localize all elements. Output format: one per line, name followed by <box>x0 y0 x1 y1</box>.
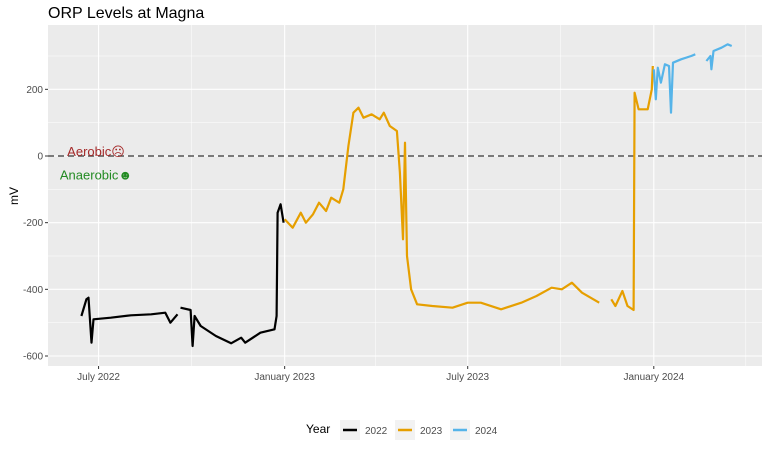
series-line-2022 <box>80 203 285 348</box>
x-tick-label: July 2023 <box>446 372 489 383</box>
x-tick-label: January 2023 <box>254 372 315 383</box>
annotation-aerobic: Aerobic☹ <box>67 144 125 159</box>
y-tick-label: -400 <box>23 285 43 296</box>
x-tick-label: January 2024 <box>623 372 684 383</box>
x-tick-label: July 2022 <box>77 372 120 383</box>
y-tick-label: -600 <box>23 352 43 363</box>
legend-label: 2024 <box>475 426 498 437</box>
legend-label: 2023 <box>420 426 443 437</box>
series-line-2023 <box>283 65 654 312</box>
y-axis-label: mV <box>7 187 21 205</box>
series-line-2024 <box>652 43 733 114</box>
y-tick-label: -200 <box>23 218 43 229</box>
legend-title: Year <box>306 422 330 436</box>
y-tick-label: 200 <box>26 85 43 96</box>
y-tick-label: 0 <box>37 152 43 163</box>
chart-title: ORP Levels at Magna <box>48 5 204 22</box>
legend-label: 2022 <box>365 426 388 437</box>
annotation-anaerobic: Anaerobic☻ <box>60 167 132 182</box>
